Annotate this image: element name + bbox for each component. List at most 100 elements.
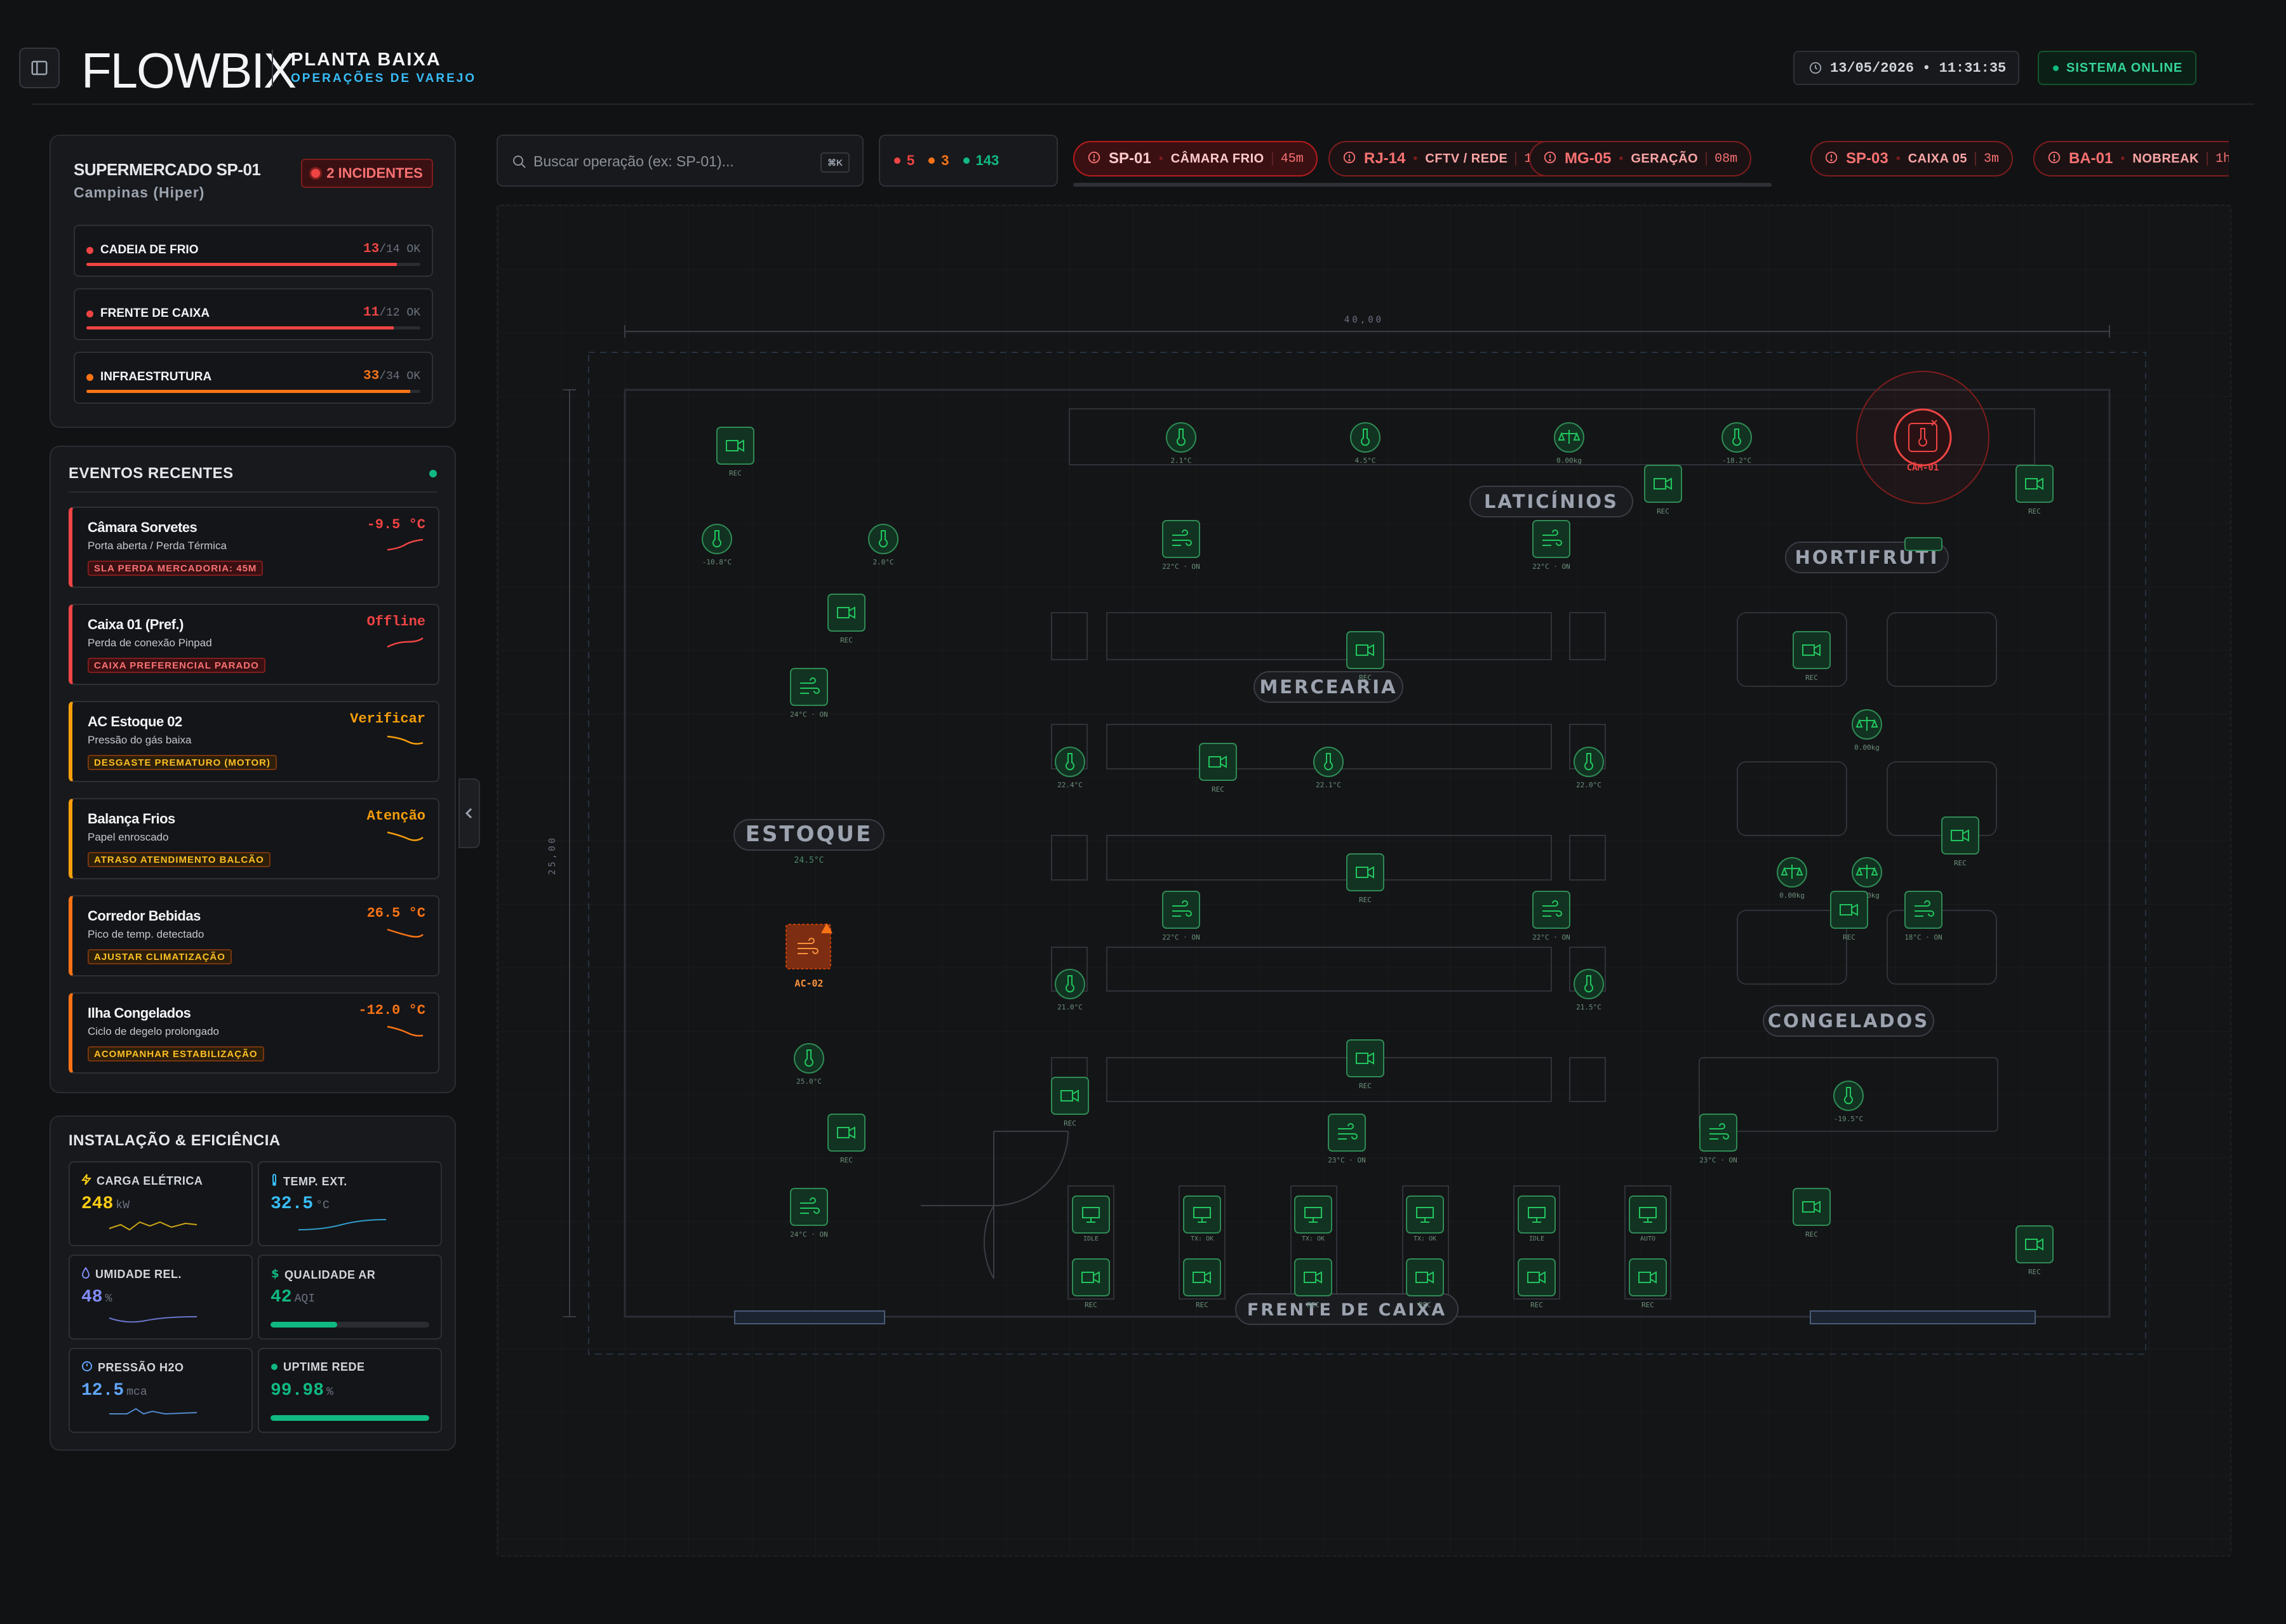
temperature-sensor[interactable] <box>1574 969 1604 999</box>
frozen-island <box>1699 1057 1998 1132</box>
event-item[interactable]: Caixa 01 (Pref.) Perda de conexão Pinpad O… <box>69 604 439 685</box>
metric-tile[interactable]: UPTIME REDE 99.98% <box>258 1348 442 1433</box>
page-subtitle: OPERAÇÕES DE VAREJO <box>291 72 477 85</box>
camera-device[interactable] <box>1518 1258 1556 1296</box>
camera-device[interactable] <box>1904 537 1942 551</box>
camera-device[interactable] <box>1294 1258 1332 1296</box>
hvac-unit[interactable] <box>1904 891 1942 929</box>
ok-count[interactable]: 143 <box>963 152 999 169</box>
ticker-item[interactable]: BA-01 • NOBREAK 1h <box>2033 141 2229 176</box>
pos-terminal[interactable] <box>1183 1195 1221 1234</box>
temperature-sensor[interactable] <box>794 1043 824 1074</box>
hvac-label: 24°C · ON <box>790 710 828 719</box>
temperature-sensor[interactable] <box>1833 1081 1864 1111</box>
search-input[interactable] <box>533 149 813 174</box>
pos-terminal[interactable] <box>1072 1195 1110 1234</box>
ticker-item[interactable]: MG-05 • GERAÇÃO 08m <box>1529 141 1752 176</box>
temperature-sensor[interactable] <box>1055 747 1085 777</box>
sensor-label: 0.00kg <box>1556 456 1582 465</box>
metric-tile[interactable]: TEMP. EXT. 32.5 °C <box>258 1161 442 1246</box>
sensor-label: 21.5°C <box>1576 1003 1601 1011</box>
camera-device[interactable] <box>2015 1225 2054 1263</box>
temperature-sensor[interactable] <box>1055 969 1085 999</box>
zone-frente-de-caixa-pill <box>1235 1293 1459 1325</box>
category-row[interactable]: INFRAESTRUTURA 33/34 OK <box>74 352 433 404</box>
monitor-icon <box>1528 1207 1546 1223</box>
camera-device[interactable] <box>1941 816 1979 855</box>
temperature-sensor[interactable] <box>1574 747 1604 777</box>
event-item[interactable]: Corredor Bebidas Pico de temp. detectado 2… <box>69 895 439 976</box>
camera-device[interactable] <box>1406 1258 1444 1296</box>
warning-count[interactable]: 3 <box>928 152 949 169</box>
temperature-sensor[interactable] <box>1313 747 1344 777</box>
metric-tile[interactable]: $ QUALIDADE AR 42 AQI <box>258 1255 442 1340</box>
camera-device[interactable] <box>827 1114 866 1152</box>
camera-device[interactable] <box>1199 743 1237 781</box>
camera-device[interactable] <box>1793 631 1831 669</box>
camera-device[interactable] <box>1183 1258 1221 1296</box>
event-description: Porta aberta / Perda Térmica <box>88 540 227 552</box>
thermometer-icon <box>1918 428 1927 447</box>
event-item[interactable]: Balança Frios Papel enroscado Atenção ATRAS… <box>69 798 439 879</box>
hvac-warning-device[interactable] <box>785 924 831 969</box>
ticker-scrollbar[interactable] <box>1073 183 1772 187</box>
hvac-unit[interactable] <box>1328 1114 1366 1152</box>
hvac-unit[interactable] <box>1162 520 1200 558</box>
collapse-panel-button[interactable] <box>458 778 480 848</box>
event-item[interactable]: Câmara Sorvetes Porta aberta / Perda Térm… <box>69 507 439 588</box>
hvac-unit[interactable] <box>1699 1114 1737 1152</box>
camera-device[interactable] <box>1346 631 1384 669</box>
camera-device[interactable] <box>1346 853 1384 891</box>
category-row[interactable]: FRENTE DE CAIXA 11/12 OK <box>74 288 433 340</box>
temperature-sensor[interactable] <box>1166 422 1196 453</box>
event-item[interactable]: AC Estoque 02 Pressão do gás baixa Verific… <box>69 701 439 782</box>
category-label: INFRAESTRUTURA <box>100 370 212 383</box>
sidebar-toggle-button[interactable] <box>19 48 60 88</box>
camera-device[interactable] <box>1629 1258 1667 1296</box>
camera-device[interactable] <box>1051 1077 1089 1115</box>
ticker-description: CFTV / REDE <box>1425 151 1508 166</box>
temperature-sensor[interactable] <box>1350 422 1380 453</box>
temperature-sensor[interactable] <box>702 524 732 554</box>
temperature-sensor[interactable] <box>1721 422 1752 453</box>
metric-tile[interactable]: PRESSÃO H2O 12.5 mca <box>69 1348 253 1433</box>
temperature-sensor[interactable] <box>868 524 899 554</box>
ticker-item[interactable]: SP-01 • CÂMARA FRIO 45m <box>1073 141 1318 176</box>
camera-device[interactable] <box>716 427 754 465</box>
camera-device[interactable] <box>827 594 866 632</box>
ticker-item[interactable]: RJ-14•CFTV / REDE12m <box>1328 141 1561 176</box>
sensor-label: 0.00kg <box>1854 743 1880 752</box>
shelf-endcap <box>1569 612 1606 660</box>
metric-tile[interactable]: CARGA ELÉTRICA 248 kW <box>69 1161 253 1246</box>
alert-circle-icon <box>1543 150 1557 168</box>
hvac-unit[interactable] <box>1532 520 1570 558</box>
entrance-mat <box>1810 1310 2036 1324</box>
camera-device[interactable] <box>1830 891 1868 929</box>
category-row[interactable]: CADEIA DE FRIO 13/14 OK <box>74 225 433 277</box>
chevron-left-icon <box>465 808 472 819</box>
alert-device-frame <box>1908 423 1937 452</box>
camera-device[interactable] <box>2015 465 2054 503</box>
pos-terminal[interactable] <box>1294 1195 1332 1234</box>
alert-device-ring[interactable] <box>1894 408 1952 467</box>
hvac-unit[interactable] <box>1532 891 1570 929</box>
ticker-item[interactable]: SP-03 • CAIXA 05 3m <box>1810 141 2014 176</box>
metric-progress <box>271 1322 429 1328</box>
incident-badge[interactable]: 2 INCIDENTES <box>301 159 433 188</box>
hvac-unit[interactable] <box>1162 891 1200 929</box>
hvac-unit[interactable] <box>790 668 828 706</box>
critical-count[interactable]: 5 <box>894 152 914 169</box>
pos-terminal[interactable] <box>1518 1195 1556 1234</box>
event-item[interactable]: Ilha Congelados Ciclo de degelo prolongad… <box>69 992 439 1074</box>
sensor-label: -18.2°C <box>1722 456 1751 465</box>
hvac-unit[interactable] <box>790 1188 828 1226</box>
camera-device[interactable] <box>1793 1188 1831 1226</box>
camera-label: REC <box>1843 933 1855 942</box>
camera-device[interactable] <box>1072 1258 1110 1296</box>
metric-tile[interactable]: UMIDADE REL. 48% <box>69 1255 253 1340</box>
camera-device[interactable] <box>1346 1039 1384 1077</box>
camera-device[interactable] <box>1644 465 1682 503</box>
pos-terminal[interactable] <box>1629 1195 1667 1234</box>
pos-terminal[interactable] <box>1406 1195 1444 1234</box>
